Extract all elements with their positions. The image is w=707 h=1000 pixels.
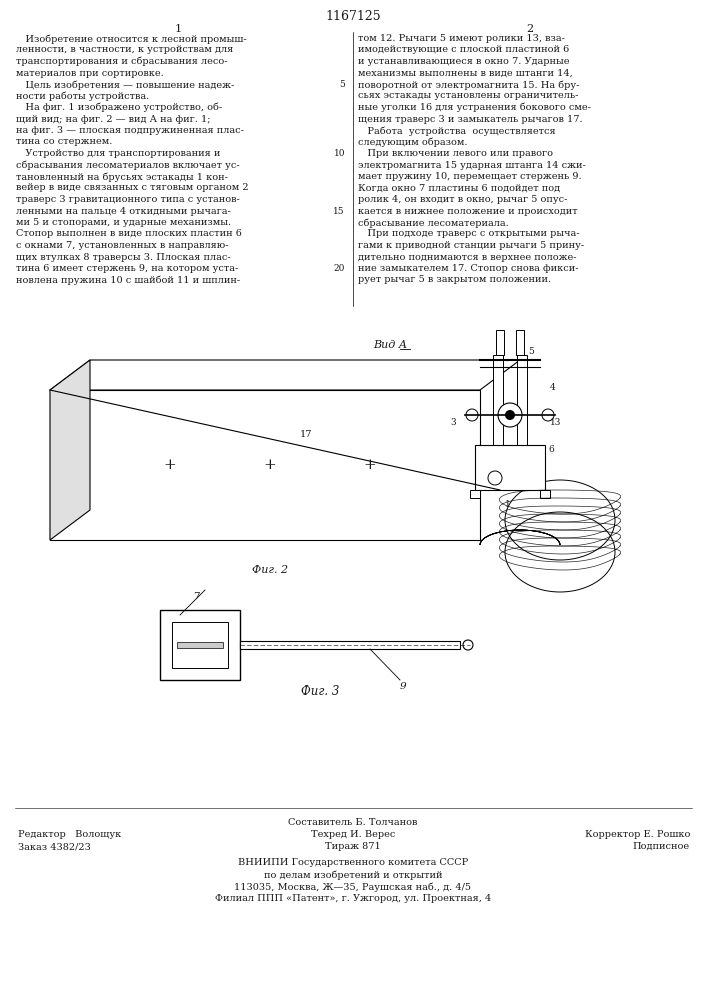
Text: новлена пружина 10 с шайбой 11 и шплин-: новлена пружина 10 с шайбой 11 и шплин-	[16, 275, 240, 285]
Text: Работа  устройства  осуществляется: Работа устройства осуществляется	[358, 126, 556, 135]
Text: том 12. Рычаги 5 имеют ролики 13, вза-: том 12. Рычаги 5 имеют ролики 13, вза-	[358, 34, 565, 43]
Text: по делам изобретений и открытий: по делам изобретений и открытий	[264, 870, 443, 880]
Text: 9: 9	[400, 682, 407, 691]
Text: ВНИИПИ Государственного комитета СССР: ВНИИПИ Государственного комитета СССР	[238, 858, 468, 867]
Text: гами к приводной станции рычаги 5 прину-: гами к приводной станции рычаги 5 прину-	[358, 241, 584, 250]
Text: сьях эстакады установлены ограничитель-: сьях эстакады установлены ограничитель-	[358, 92, 578, 101]
Text: Вид А: Вид А	[373, 340, 407, 350]
Text: При включении левого или правого: При включении левого или правого	[358, 149, 553, 158]
Circle shape	[463, 640, 473, 650]
Bar	[475, 445, 545, 490]
Text: на фиг. 3 — плоская подпружиненная плас-: на фиг. 3 — плоская подпружиненная плас-	[16, 126, 244, 135]
Circle shape	[488, 471, 502, 485]
Text: Фиг. 3: Фиг. 3	[300, 685, 339, 698]
Text: Фиг. 2: Фиг. 2	[252, 565, 288, 575]
Bar	[177, 642, 223, 648]
Text: 6: 6	[548, 445, 554, 454]
Text: Подписное: Подписное	[633, 842, 690, 851]
Text: ролик 4, он входит в окно, рычаг 5 опус-: ролик 4, он входит в окно, рычаг 5 опус-	[358, 195, 568, 204]
Text: Техред И. Верес: Техред И. Верес	[311, 830, 395, 839]
Text: дительно поднимаются в верхнее положе-: дительно поднимаются в верхнее положе-	[358, 252, 576, 261]
Text: +: +	[363, 458, 376, 472]
Text: 7: 7	[194, 592, 200, 601]
Text: транспортирования и сбрасывания лесо-: транспортирования и сбрасывания лесо-	[16, 57, 228, 66]
Text: Заказ 4382/23: Заказ 4382/23	[18, 842, 91, 851]
Text: траверс 3 гравитационного типа с установ-: траверс 3 гравитационного типа с установ…	[16, 195, 240, 204]
Text: тановленный на брусьях эстакады 1 кон-: тановленный на брусьях эстакады 1 кон-	[16, 172, 228, 182]
Text: Устройство для транспортирования и: Устройство для транспортирования и	[16, 149, 221, 158]
Bar	[516, 330, 524, 355]
Text: следующим образом.: следующим образом.	[358, 137, 467, 147]
Bar	[540, 490, 550, 498]
Text: имодействующие с плоской пластиной 6: имодействующие с плоской пластиной 6	[358, 45, 569, 54]
Polygon shape	[50, 360, 520, 390]
Text: Изобретение относится к лесной промыш-: Изобретение относится к лесной промыш-	[16, 34, 247, 43]
Bar	[172, 622, 228, 668]
Text: ленности, в частности, к устройствам для: ленности, в частности, к устройствам для	[16, 45, 233, 54]
Circle shape	[505, 410, 515, 420]
Text: сбрасывания лесоматериалов включает ус-: сбрасывания лесоматериалов включает ус-	[16, 160, 240, 170]
Text: тина со стержнем.: тина со стержнем.	[16, 137, 112, 146]
Text: и устанавливающиеся в окно 7. Ударные: и устанавливающиеся в окно 7. Ударные	[358, 57, 570, 66]
Text: мает пружину 10, перемещает стержень 9.: мает пружину 10, перемещает стержень 9.	[358, 172, 582, 181]
Text: ми 5 и стопорами, и ударные механизмы.: ми 5 и стопорами, и ударные механизмы.	[16, 218, 231, 227]
Text: Редактор   Волощук: Редактор Волощук	[18, 830, 121, 839]
Text: материалов при сортировке.: материалов при сортировке.	[16, 68, 164, 78]
Text: На фиг. 1 изображено устройство, об-: На фиг. 1 изображено устройство, об-	[16, 103, 222, 112]
Bar	[470, 490, 480, 498]
Text: 15: 15	[334, 207, 345, 216]
Circle shape	[466, 409, 478, 421]
Text: тина 6 имеет стержень 9, на котором уста-: тина 6 имеет стержень 9, на котором уста…	[16, 264, 238, 273]
Text: сбрасывание лесоматериала.: сбрасывание лесоматериала.	[358, 218, 509, 228]
Circle shape	[542, 409, 554, 421]
Text: 3: 3	[450, 418, 455, 427]
Text: 5: 5	[339, 80, 345, 89]
Text: ные уголки 16 для устранения бокового сме-: ные уголки 16 для устранения бокового см…	[358, 103, 591, 112]
Text: 17: 17	[300, 430, 312, 439]
Text: 10: 10	[334, 149, 345, 158]
Text: ние замыкателем 17. Стопор снова фикси-: ние замыкателем 17. Стопор снова фикси-	[358, 264, 578, 273]
Text: Тираж 871: Тираж 871	[325, 842, 381, 851]
Text: Когда окно 7 пластины 6 подойдет под: Когда окно 7 пластины 6 подойдет под	[358, 184, 560, 192]
Text: поворотной от электромагнита 15. На бру-: поворотной от электромагнита 15. На бру-	[358, 80, 579, 90]
Text: Филиал ППП «Патент», г. Ужгород, ул. Проектная, 4: Филиал ППП «Патент», г. Ужгород, ул. Про…	[215, 894, 491, 903]
Text: ности работы устройства.: ности работы устройства.	[16, 92, 149, 101]
Text: с окнами 7, установленных в направляю-: с окнами 7, установленных в направляю-	[16, 241, 228, 250]
Text: 1: 1	[175, 24, 182, 34]
Text: Стопор выполнен в виде плоских пластин 6: Стопор выполнен в виде плоских пластин 6	[16, 230, 242, 238]
Text: Составитель Б. Толчанов: Составитель Б. Толчанов	[288, 818, 418, 827]
Bar	[160, 610, 240, 680]
Text: Цель изобретения — повышение надеж-: Цель изобретения — повышение надеж-	[16, 80, 234, 90]
Text: вейер в виде связанных с тяговым органом 2: вейер в виде связанных с тяговым органом…	[16, 184, 249, 192]
Text: электромагнита 15 ударная штанга 14 сжи-: электромагнита 15 ударная штанга 14 сжи-	[358, 160, 586, 169]
Text: 1167125: 1167125	[325, 10, 381, 23]
Text: механизмы выполнены в виде штанги 14,: механизмы выполнены в виде штанги 14,	[358, 68, 573, 78]
Text: рует рычаг 5 в закрытом положении.: рует рычаг 5 в закрытом положении.	[358, 275, 551, 284]
Text: При подходе траверс с открытыми рыча-: При подходе траверс с открытыми рыча-	[358, 230, 580, 238]
Text: ленными на пальце 4 откидными рычага-: ленными на пальце 4 откидными рычага-	[16, 207, 230, 216]
Text: 113035, Москва, Ж—35, Раушская наб., д. 4/5: 113035, Москва, Ж—35, Раушская наб., д. …	[235, 882, 472, 892]
Bar	[496, 330, 504, 355]
Text: щий вид; на фиг. 2 — вид А на фиг. 1;: щий вид; на фиг. 2 — вид А на фиг. 1;	[16, 114, 211, 123]
Text: кается в нижнее положение и происходит: кается в нижнее положение и происходит	[358, 207, 578, 216]
Text: 4: 4	[550, 383, 556, 392]
Text: 5: 5	[528, 347, 534, 356]
Text: +: +	[264, 458, 276, 472]
Text: 13: 13	[550, 418, 561, 427]
Bar	[517, 355, 527, 490]
Bar	[240, 641, 460, 649]
Text: +: +	[163, 458, 176, 472]
Text: 20: 20	[334, 264, 345, 273]
Text: 1: 1	[505, 500, 510, 509]
Polygon shape	[50, 360, 90, 540]
Text: щих втулках 8 траверсы 3. Плоская плас-: щих втулках 8 траверсы 3. Плоская плас-	[16, 252, 230, 261]
Circle shape	[498, 403, 522, 427]
Text: 2: 2	[527, 24, 534, 34]
Bar	[493, 355, 503, 490]
Text: Корректор Е. Рошко: Корректор Е. Рошко	[585, 830, 690, 839]
Bar	[50, 390, 480, 540]
Text: щения траверс 3 и замыкатель рычагов 17.: щения траверс 3 и замыкатель рычагов 17.	[358, 114, 583, 123]
